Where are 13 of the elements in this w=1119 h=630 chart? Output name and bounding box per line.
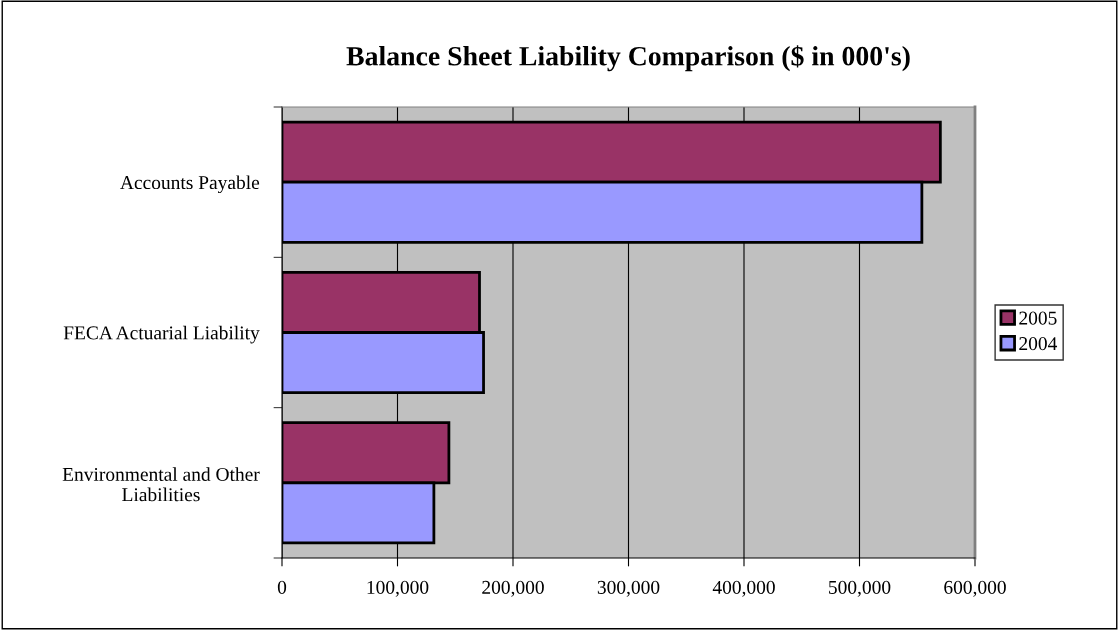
x-tick-label: 200,000 [482, 580, 544, 597]
legend-label: 2004 [1019, 337, 1058, 351]
y-tick-label: FECA Actuarial Liability [63, 325, 260, 344]
legend-label: 2005 [1019, 311, 1057, 325]
x-tick-label: 0 [277, 580, 287, 594]
x-tick-label: 400,000 [712, 580, 775, 597]
y-tick-label: Accounts Payable [120, 175, 260, 194]
x-tick-label: 600,000 [944, 580, 1006, 597]
y-tick-label: Environmental and Other Liabilities [62, 467, 260, 502]
x-tick-label: 300,000 [597, 580, 660, 597]
x-tick-label: 100,000 [367, 580, 429, 597]
chart-title: Balance Sheet Liability Comparison ($ in 000's) [346, 45, 910, 72]
x-tick-label: 500,000 [829, 580, 891, 597]
